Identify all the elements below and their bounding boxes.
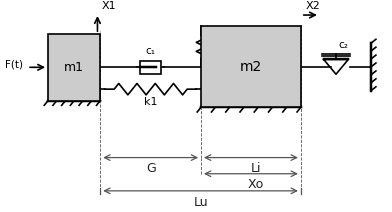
Text: X1: X1 <box>101 1 116 11</box>
Text: m1: m1 <box>64 61 84 74</box>
Text: F(t): F(t) <box>5 59 24 70</box>
Text: X2: X2 <box>306 1 320 11</box>
Bar <box>201 26 301 107</box>
Text: G: G <box>146 162 156 175</box>
Bar <box>48 34 100 100</box>
Text: Li: Li <box>250 162 261 175</box>
Text: ko: ko <box>205 42 217 52</box>
Bar <box>140 61 161 74</box>
Text: m2: m2 <box>240 60 262 74</box>
Text: Lu: Lu <box>193 196 208 209</box>
Text: c₁: c₁ <box>146 46 156 56</box>
Text: Xo: Xo <box>248 179 264 191</box>
Text: c₂: c₂ <box>338 40 348 50</box>
Text: k1: k1 <box>144 97 158 107</box>
